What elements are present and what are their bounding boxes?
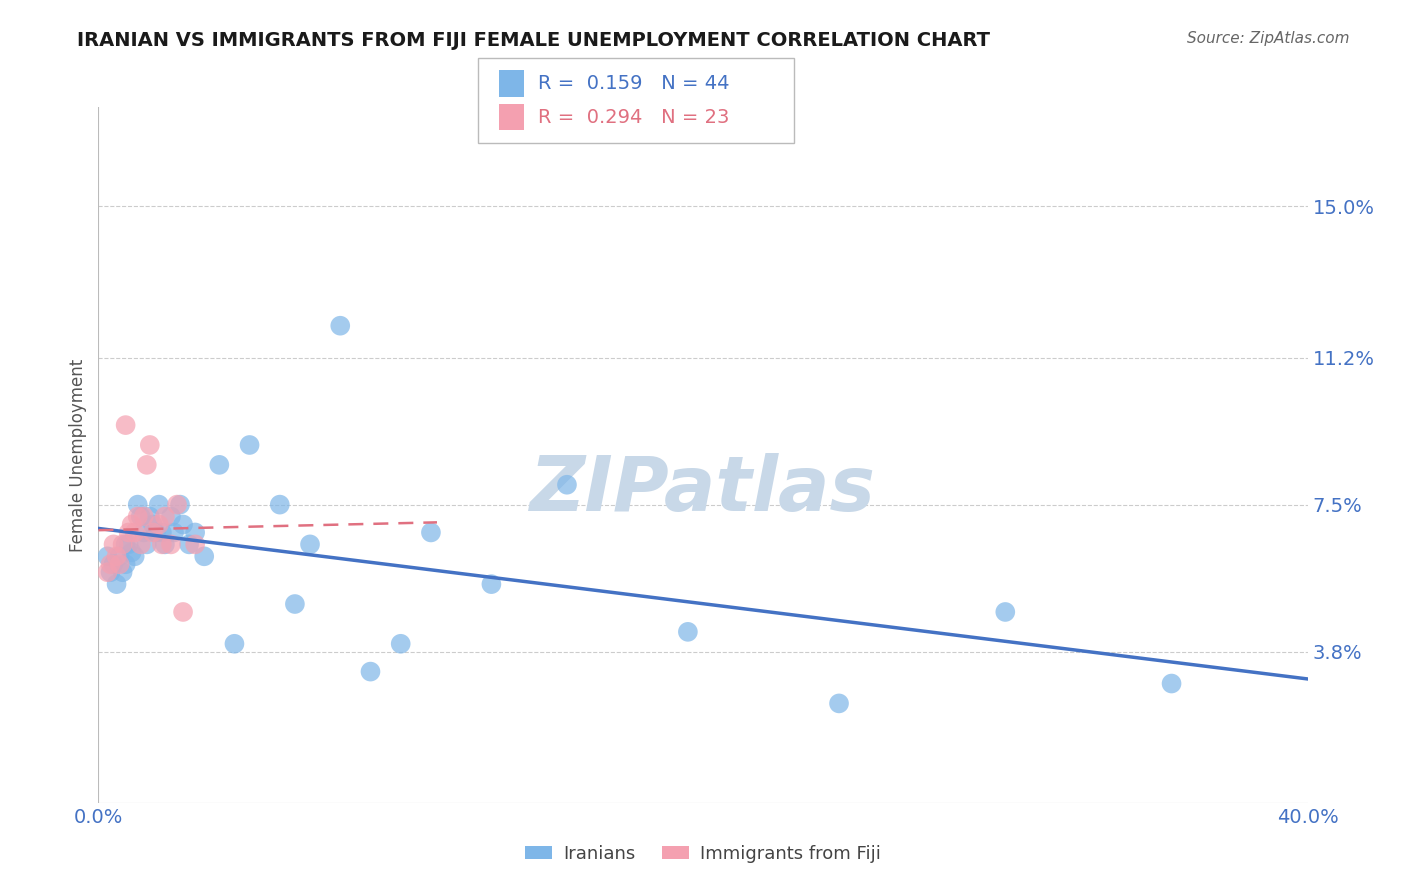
Point bbox=[166, 498, 188, 512]
Point bbox=[169, 498, 191, 512]
Point bbox=[132, 525, 155, 540]
Point bbox=[184, 525, 207, 540]
Point bbox=[132, 509, 155, 524]
Text: R =  0.294   N = 23: R = 0.294 N = 23 bbox=[538, 108, 730, 127]
Point bbox=[239, 438, 262, 452]
Point bbox=[135, 537, 157, 551]
Point bbox=[179, 537, 201, 551]
Point bbox=[160, 509, 183, 524]
Point bbox=[105, 577, 128, 591]
Point bbox=[142, 525, 165, 540]
Point bbox=[172, 517, 194, 532]
Point bbox=[111, 537, 134, 551]
Point bbox=[360, 665, 382, 679]
Point bbox=[129, 537, 152, 551]
Point bbox=[389, 637, 412, 651]
Point bbox=[118, 525, 141, 540]
Point bbox=[127, 498, 149, 512]
Point bbox=[555, 477, 578, 491]
Point bbox=[284, 597, 307, 611]
Point bbox=[121, 545, 143, 559]
Point bbox=[676, 624, 699, 639]
Point bbox=[269, 498, 291, 512]
Legend: Iranians, Immigrants from Fiji: Iranians, Immigrants from Fiji bbox=[517, 838, 889, 871]
Point bbox=[145, 525, 167, 540]
Point bbox=[994, 605, 1017, 619]
Point bbox=[420, 525, 443, 540]
Point bbox=[121, 517, 143, 532]
Point bbox=[96, 565, 118, 579]
Point bbox=[103, 558, 125, 572]
Text: IRANIAN VS IMMIGRANTS FROM FIJI FEMALE UNEMPLOYMENT CORRELATION CHART: IRANIAN VS IMMIGRANTS FROM FIJI FEMALE U… bbox=[77, 31, 990, 50]
Point bbox=[127, 509, 149, 524]
Point bbox=[329, 318, 352, 333]
Point bbox=[172, 605, 194, 619]
Point bbox=[108, 549, 131, 564]
Text: ZIPatlas: ZIPatlas bbox=[530, 453, 876, 526]
Point bbox=[153, 509, 176, 524]
Point bbox=[103, 537, 125, 551]
Point bbox=[299, 537, 322, 551]
Point bbox=[160, 537, 183, 551]
Point bbox=[124, 525, 146, 540]
Point bbox=[135, 458, 157, 472]
Point bbox=[124, 549, 146, 564]
Point bbox=[118, 537, 141, 551]
Point bbox=[224, 637, 246, 651]
Point bbox=[208, 458, 231, 472]
Point bbox=[129, 509, 152, 524]
Point bbox=[105, 549, 128, 564]
Point bbox=[114, 558, 136, 572]
Point bbox=[139, 438, 162, 452]
Point bbox=[1160, 676, 1182, 690]
Point bbox=[111, 565, 134, 579]
Y-axis label: Female Unemployment: Female Unemployment bbox=[69, 359, 87, 551]
Point bbox=[150, 525, 173, 540]
Point bbox=[148, 517, 170, 532]
Point bbox=[100, 558, 122, 572]
Point bbox=[148, 498, 170, 512]
Point bbox=[100, 565, 122, 579]
Text: R =  0.159   N = 44: R = 0.159 N = 44 bbox=[538, 74, 730, 93]
Point bbox=[828, 697, 851, 711]
Point bbox=[139, 509, 162, 524]
Point bbox=[153, 537, 176, 551]
Point bbox=[193, 549, 215, 564]
Point bbox=[184, 537, 207, 551]
Point bbox=[150, 537, 173, 551]
Point bbox=[142, 517, 165, 532]
Point bbox=[114, 418, 136, 433]
Point bbox=[481, 577, 503, 591]
Point bbox=[108, 558, 131, 572]
Point bbox=[163, 525, 186, 540]
Point bbox=[96, 549, 118, 564]
Text: Source: ZipAtlas.com: Source: ZipAtlas.com bbox=[1187, 31, 1350, 46]
Point bbox=[114, 537, 136, 551]
